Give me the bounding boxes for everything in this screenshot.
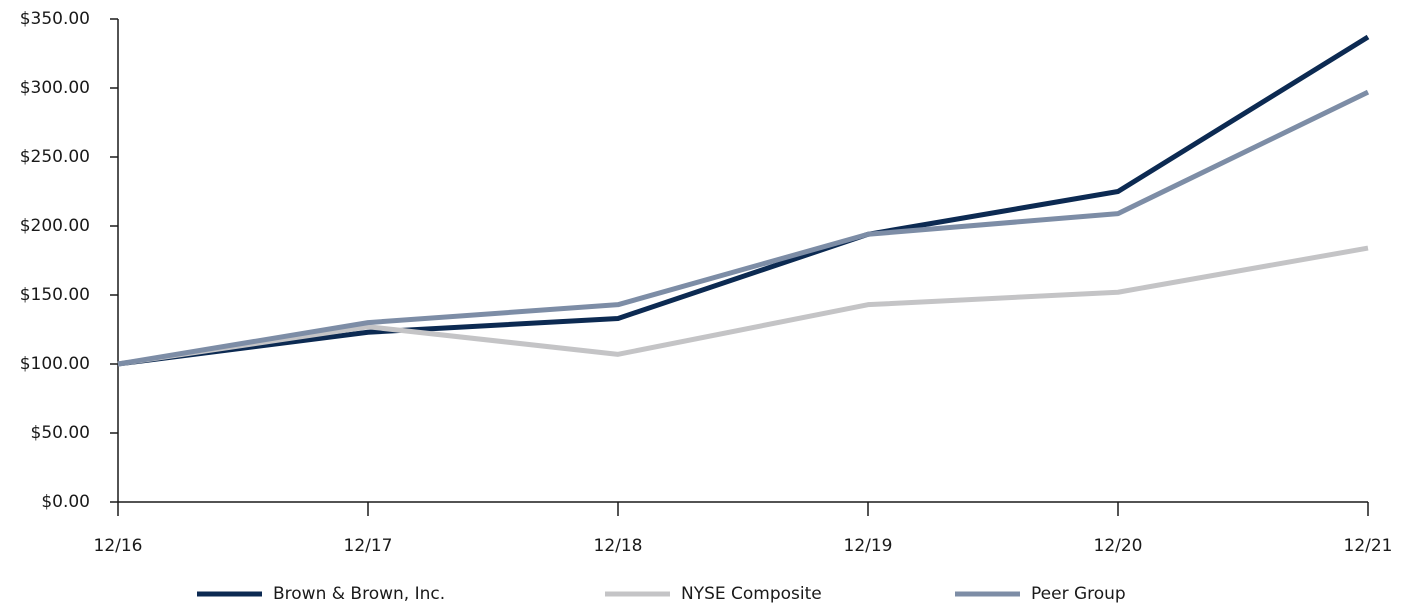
y-tick-label: $100.00 xyxy=(20,354,90,374)
series-line xyxy=(117,34,1370,367)
x-tick-label: 12/20 xyxy=(1094,536,1143,556)
legend-label: Brown & Brown, Inc. xyxy=(273,584,445,604)
series-line xyxy=(117,245,1369,367)
series-line xyxy=(117,89,1370,367)
x-tick-label: 12/17 xyxy=(344,536,393,556)
y-tick-label: $350.00 xyxy=(20,9,90,29)
x-tick-label: 12/16 xyxy=(94,536,143,556)
x-tick-label: 12/18 xyxy=(594,536,643,556)
y-tick-label: $0.00 xyxy=(41,492,90,512)
y-tick-label: $150.00 xyxy=(20,285,90,305)
y-tick-label: $200.00 xyxy=(20,216,90,236)
x-tick-label: 12/21 xyxy=(1344,536,1393,556)
y-tick-label: $50.00 xyxy=(31,423,90,443)
legend-label: Peer Group xyxy=(1031,584,1126,604)
legend-label: NYSE Composite xyxy=(681,584,822,604)
y-tick-label: $300.00 xyxy=(20,78,90,98)
y-tick-label: $250.00 xyxy=(20,147,90,167)
x-tick-label: 12/19 xyxy=(844,536,893,556)
